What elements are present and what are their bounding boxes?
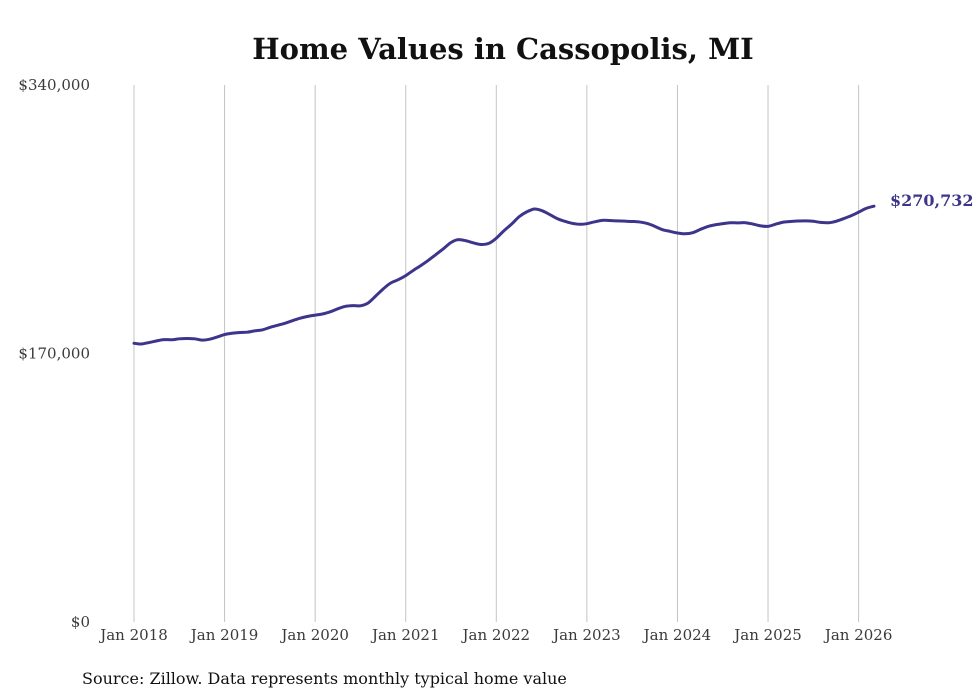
- x-tick-label: Jan 2024: [642, 626, 712, 644]
- gridlines: [133, 85, 860, 622]
- y-tick-label: $170,000: [18, 345, 90, 363]
- series-group: $270,732: [132, 191, 974, 346]
- y-tick-label: $340,000: [18, 76, 90, 94]
- x-tick-label: Jan 2021: [370, 626, 440, 644]
- x-tick-label: Jan 2025: [732, 626, 802, 644]
- x-tick-label: Jan 2020: [279, 626, 349, 644]
- x-tick-label: Jan 2023: [551, 626, 621, 644]
- source-note: Source: Zillow. Data represents monthly …: [82, 669, 567, 688]
- y-axis-ticks: $0 $170,000 $340,000: [18, 76, 90, 631]
- chart-title: Home Values in Cassopolis, MI: [252, 32, 753, 66]
- y-tick-label: $0: [71, 613, 90, 631]
- x-tick-label: Jan 2019: [189, 626, 259, 644]
- x-tick-label: Jan 2018: [98, 626, 168, 644]
- x-tick-label: Jan 2022: [461, 626, 531, 644]
- x-tick-label: Jan 2026: [823, 626, 893, 644]
- x-axis-ticks: Jan 2018 Jan 2019 Jan 2020 Jan 2021 Jan 2022…: [98, 626, 892, 644]
- end-value-label: $270,732: [890, 191, 974, 210]
- series-line: [132, 204, 876, 346]
